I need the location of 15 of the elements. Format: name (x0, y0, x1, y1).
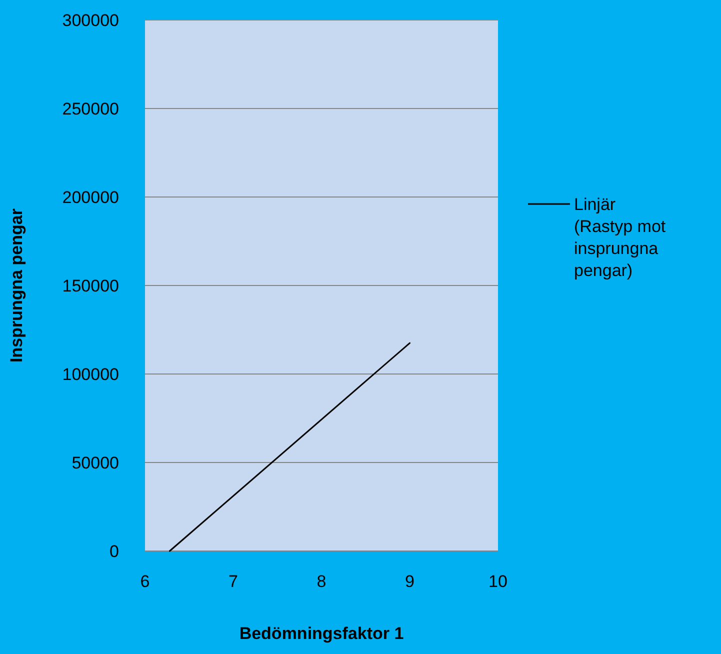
y-tick-label: 300000 (62, 10, 119, 30)
x-axis-title: Bedömningsfaktor 1 (239, 624, 404, 643)
y-tick-label: 150000 (62, 276, 119, 296)
x-tick-label: 10 (488, 572, 508, 591)
y-tick-label: 50000 (72, 453, 119, 472)
x-tick-label: 6 (140, 572, 150, 591)
x-tick-label: 9 (405, 572, 414, 591)
y-tick-label: 200000 (62, 188, 119, 207)
y-tick-label: 100000 (62, 364, 119, 384)
y-axis-title: Insprungna pengar (7, 208, 26, 362)
x-tick-label: 8 (316, 572, 326, 591)
x-tick-label: 7 (228, 572, 238, 591)
y-tick-label: 250000 (62, 99, 119, 118)
legend-label: Linjär (Rastyp mot insprungna pengar) (574, 194, 666, 280)
y-tick-label: 0 (110, 542, 119, 561)
